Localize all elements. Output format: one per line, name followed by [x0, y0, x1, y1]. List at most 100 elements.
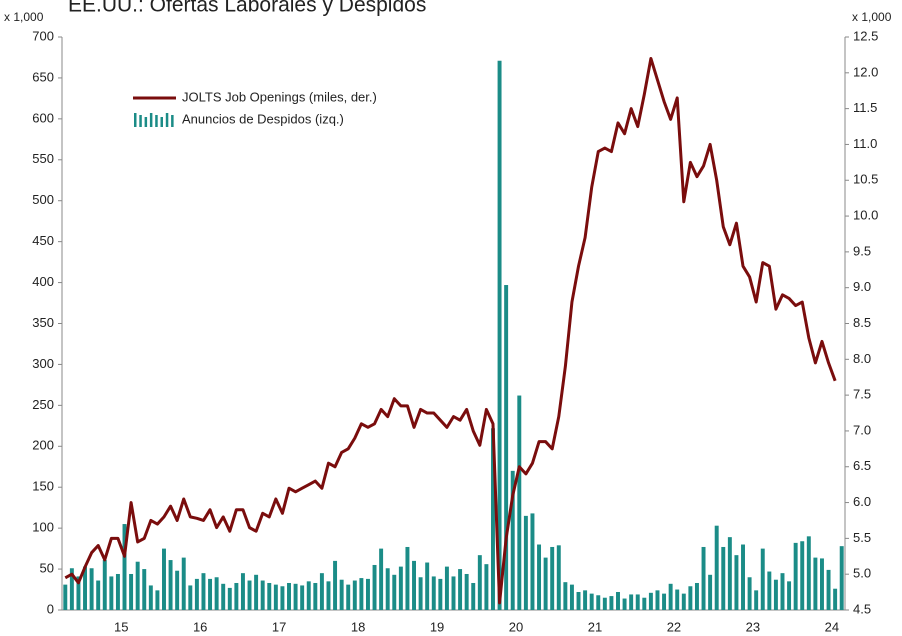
- x-tick-label: 22: [667, 619, 681, 634]
- bar: [721, 546, 726, 610]
- y2-tick-label: 4.5: [853, 601, 871, 616]
- bar: [392, 574, 397, 610]
- bar: [675, 589, 680, 610]
- bar: [201, 573, 206, 610]
- line: [64, 56, 837, 605]
- bar: [734, 555, 739, 610]
- y-tick-label: 150: [32, 479, 54, 494]
- bar: [681, 593, 686, 610]
- bar: [168, 560, 173, 610]
- bar: [405, 546, 410, 610]
- bar: [629, 594, 634, 610]
- y2-tick-label: 9.5: [853, 243, 871, 258]
- bar: [372, 564, 377, 610]
- bar: [313, 582, 318, 610]
- y2-tick-label: 10.5: [853, 172, 878, 187]
- bar: [701, 546, 706, 610]
- y-tick-label: 600: [32, 110, 54, 125]
- y-tick-label: 550: [32, 151, 54, 166]
- bar: [583, 590, 588, 610]
- x-tick-label: 23: [746, 619, 760, 634]
- bar: [162, 548, 166, 610]
- y-tick-label: 400: [32, 274, 54, 289]
- bar: [398, 566, 403, 610]
- bar: [741, 544, 745, 610]
- y-tick-label: 650: [32, 69, 54, 84]
- y2-tick-label: 5.0: [853, 566, 871, 581]
- y2-tick-label: 12.0: [853, 64, 878, 79]
- bar: [576, 591, 581, 610]
- bar: [609, 596, 614, 610]
- bar: [655, 590, 660, 610]
- y2-tick-label: 11.5: [853, 100, 877, 115]
- bar: [122, 524, 127, 610]
- bar: [234, 582, 239, 610]
- bar: [491, 428, 495, 610]
- bar: [69, 568, 74, 610]
- bar: [102, 560, 107, 610]
- legend-label: JOLTS Job Openings (miles, der.): [182, 89, 377, 104]
- bar: [458, 569, 463, 610]
- legend-swatch: [171, 115, 174, 127]
- bar: [635, 594, 640, 610]
- bar: [267, 582, 272, 610]
- y-tick-label: 300: [32, 356, 54, 371]
- bar: [129, 573, 134, 610]
- x-tick-label: 15: [114, 619, 128, 634]
- bar: [379, 548, 384, 610]
- bar: [833, 588, 838, 610]
- bar: [418, 577, 423, 610]
- bar: [537, 544, 542, 610]
- y2-tick-label: 11.0: [853, 136, 877, 151]
- bar: [96, 580, 101, 610]
- bar: [280, 586, 285, 610]
- bar: [754, 590, 759, 610]
- bar: [359, 578, 364, 610]
- bar: [648, 592, 653, 610]
- bar: [471, 582, 476, 610]
- y-tick-label: 100: [32, 520, 54, 535]
- y-tick-label: 700: [32, 28, 54, 43]
- y-tick-label: 200: [32, 438, 54, 453]
- bar: [780, 573, 785, 610]
- bar: [760, 548, 765, 610]
- bar: [412, 560, 416, 610]
- bar: [208, 578, 213, 610]
- y-tick-label: 50: [40, 561, 54, 576]
- bar: [385, 568, 390, 610]
- x-tick-label: 17: [272, 619, 286, 634]
- bar: [175, 570, 180, 610]
- bar: [260, 580, 265, 610]
- bar: [688, 586, 693, 610]
- legend-swatch: [165, 113, 169, 127]
- y2-tick-label: 6.5: [853, 458, 871, 473]
- bar: [326, 581, 331, 610]
- bar: [517, 395, 522, 610]
- bar: [444, 566, 449, 610]
- bar: [319, 573, 324, 610]
- y-tick-label: 250: [32, 397, 54, 412]
- y-tick-label: 0: [47, 601, 54, 616]
- bar: [221, 583, 226, 610]
- y2-tick-label: 7.0: [853, 422, 871, 437]
- y2-tick-label: 6.0: [853, 494, 871, 509]
- bar: [83, 566, 88, 610]
- bar: [543, 557, 548, 610]
- bar: [616, 591, 620, 610]
- chart-title: EE.UU.: Ofertas Laborales y Despidos: [68, 0, 426, 17]
- y-unit-label: x 1,000: [4, 10, 44, 24]
- bar: [89, 568, 94, 610]
- legend-swatch: [139, 115, 142, 127]
- bar: [787, 581, 792, 610]
- bar: [306, 581, 311, 610]
- bar: [708, 574, 713, 610]
- x-tick-label: 16: [193, 619, 207, 634]
- bar: [227, 587, 232, 610]
- bar: [464, 573, 469, 610]
- bar: [563, 582, 568, 610]
- bar: [247, 580, 252, 610]
- bar: [148, 585, 153, 610]
- bar: [300, 585, 305, 610]
- bar: [109, 576, 114, 610]
- bar: [793, 542, 798, 610]
